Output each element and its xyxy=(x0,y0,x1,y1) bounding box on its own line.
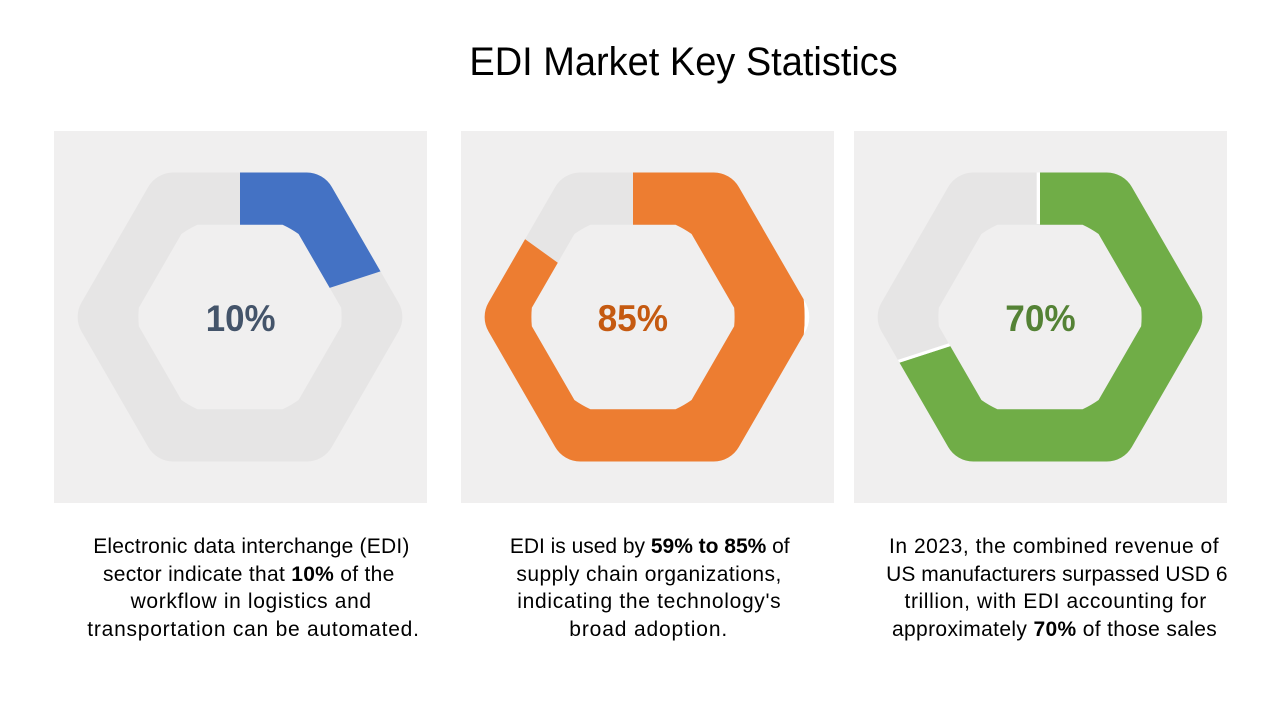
svg-text:85%: 85% xyxy=(598,298,668,339)
svg-text:70%: 70% xyxy=(1005,298,1075,339)
svg-text:10%: 10% xyxy=(206,298,276,339)
svg-text:EDI Market Key Statistics: EDI Market Key Statistics xyxy=(469,40,897,84)
